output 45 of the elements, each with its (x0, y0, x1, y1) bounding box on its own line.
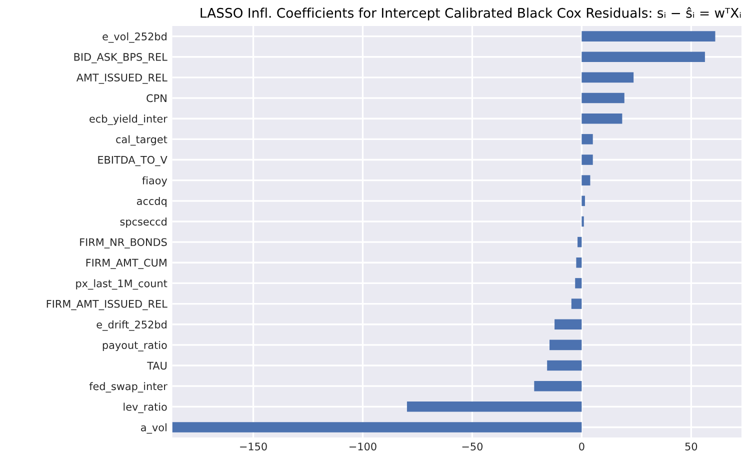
x-tick-label: 0 (579, 442, 584, 450)
y-tick-label: fiaoy (142, 176, 168, 186)
y-tick-label: fed_swap_inter (89, 382, 168, 392)
bar (550, 340, 582, 350)
y-tick-label: EBITDA_TO_V (98, 156, 168, 166)
bar (582, 92, 624, 104)
bar (582, 31, 716, 42)
y-tick-label: lev_ratio (124, 402, 167, 414)
y-tick-label: CPN (146, 94, 166, 102)
y-tick-label: accdq (136, 196, 166, 208)
bar (578, 236, 582, 248)
bar (582, 196, 585, 206)
chart-title: LASSO Infl. Coefficients for Intercept Calibrated Black Cox Residuals: sᵢ − ŝᵢ = wᵀXᵢ (200, 7, 741, 20)
bar (575, 278, 582, 288)
bar (547, 360, 582, 371)
bar (571, 298, 582, 309)
y-tick-label: a_vol (141, 423, 166, 434)
bar (582, 72, 634, 83)
bar (406, 402, 582, 412)
x-tick-label: 50 (685, 442, 698, 450)
y-tick-label: px_last_1M_count (76, 279, 168, 290)
y-tick-label: e_vol_252bd (102, 32, 166, 43)
y-tick-label: spcseccd (120, 218, 166, 228)
bar (554, 319, 582, 330)
bar (582, 52, 705, 62)
bar (582, 113, 622, 124)
bar (582, 154, 593, 165)
x-tick-label: −150 (240, 442, 267, 450)
x-tick-label: −100 (350, 442, 376, 450)
bar (172, 422, 582, 432)
bar (582, 134, 593, 144)
y-tick-label: FIRM_AMT_ISSUED_REL (46, 300, 168, 310)
y-tick-label: BID_ASK_BPS_REL (74, 53, 168, 64)
y-tick-label: payout_ratio (102, 340, 167, 352)
y-tick-label: FIRM_AMT_CUM (86, 258, 166, 269)
bar (576, 257, 582, 268)
bar (582, 175, 590, 186)
x-tick-label: −50 (462, 442, 483, 450)
bar (534, 380, 582, 392)
y-tick-label: e_drift_252bd (96, 320, 166, 331)
y-tick-label: TAU (147, 362, 167, 370)
y-tick-label: ecb_yield_inter (90, 114, 168, 126)
y-tick-label: FIRM_NR_BONDS (80, 238, 167, 248)
y-tick-label: cal_target (116, 135, 168, 146)
y-tick-label: AMT_ISSUED_REL (76, 74, 168, 84)
